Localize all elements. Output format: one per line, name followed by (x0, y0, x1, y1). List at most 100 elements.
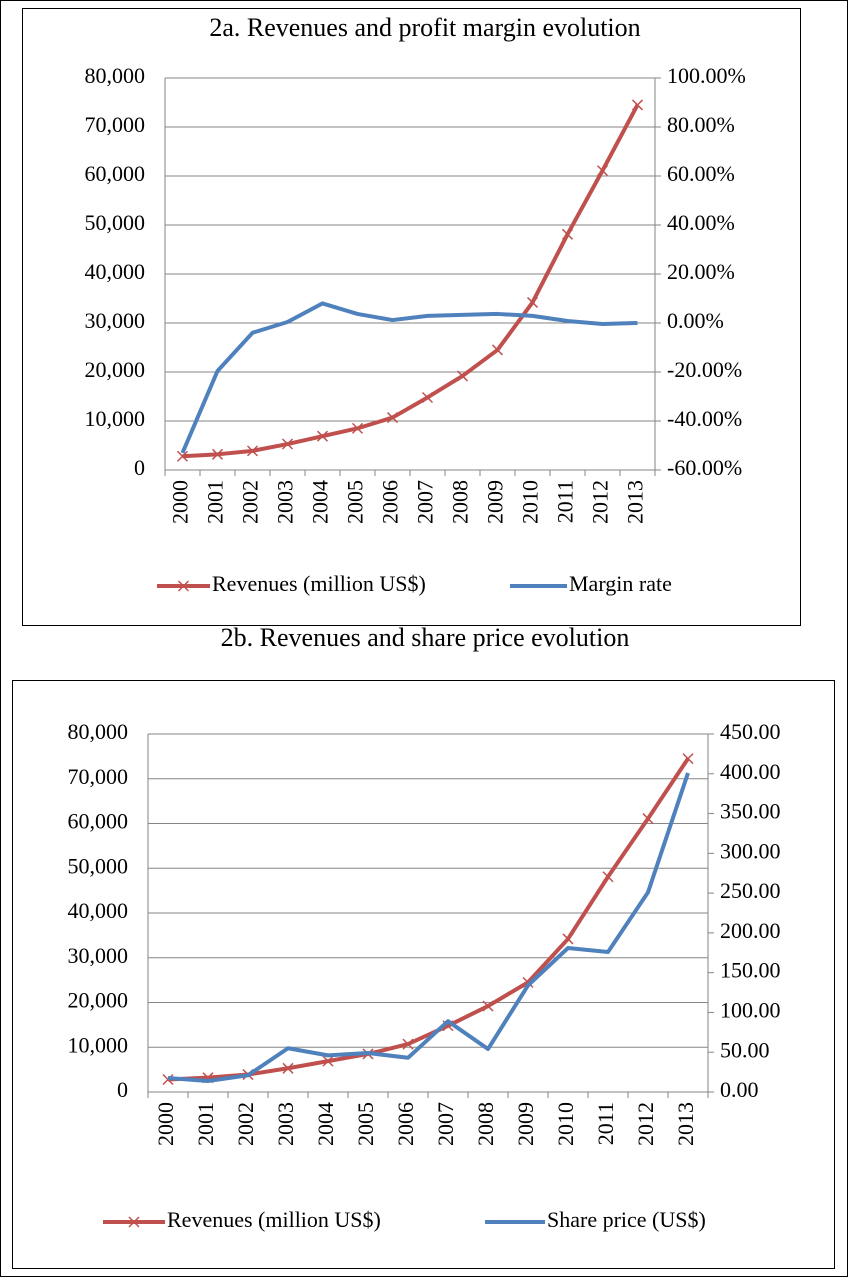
data-marker (316, 430, 329, 442)
chart-title: 2a. Revenues and profit margin evolution (209, 13, 640, 42)
x-tick-label: 2001 (203, 480, 228, 524)
data-marker (682, 753, 694, 765)
y2-tick-label: -40.00% (667, 406, 742, 431)
data-marker (211, 448, 224, 460)
legend-label: Share price (US$) (547, 1207, 706, 1232)
x-tick-label: 2004 (313, 1102, 338, 1146)
data-marker (322, 1055, 334, 1067)
y-tick-label: 80,000 (85, 63, 146, 88)
x-tick-label: 2006 (378, 480, 403, 524)
y2-tick-label: 300.00 (720, 838, 781, 863)
y-tick-label: 30,000 (85, 308, 146, 333)
x-tick-label: 2013 (623, 480, 648, 524)
data-marker (456, 370, 469, 382)
chart-frame (12, 680, 835, 1269)
x-tick-label: 2013 (673, 1102, 698, 1146)
y-tick-label: 30,000 (68, 943, 129, 968)
x-tick-label: 2002 (233, 1102, 258, 1146)
y2-tick-label: 350.00 (720, 799, 781, 824)
data-marker (281, 438, 294, 450)
legend-label: Revenues (million US$) (212, 571, 426, 596)
data-marker (246, 445, 259, 457)
y-tick-label: 70,000 (68, 764, 129, 789)
legend-label: Margin rate (569, 571, 672, 596)
y-tick-label: 20,000 (68, 988, 129, 1013)
y2-tick-label: 400.00 (720, 759, 781, 784)
data-marker (602, 871, 614, 883)
y-tick-label: 80,000 (68, 719, 129, 744)
x-tick-label: 2007 (433, 1102, 458, 1146)
data-marker (562, 933, 574, 945)
data-marker (631, 99, 644, 111)
x-tick-label: 2006 (393, 1102, 418, 1146)
x-tick-label: 2002 (238, 480, 263, 524)
y2-tick-label: 450.00 (720, 719, 781, 744)
series-line (182, 104, 640, 459)
y2-tick-label: 200.00 (720, 918, 781, 943)
legend-marker (128, 1216, 140, 1228)
y2-tick-label: 0.00% (667, 308, 724, 333)
x-tick-label: 2003 (273, 480, 298, 524)
chart-title: 2b. Revenues and share price evolution (221, 623, 630, 652)
y2-tick-label: 150.00 (720, 958, 781, 983)
y-tick-label: 50,000 (85, 210, 146, 235)
y2-tick-label: -60.00% (667, 455, 742, 480)
x-tick-label: 2005 (353, 1102, 378, 1146)
y2-tick-label: 40.00% (667, 210, 735, 235)
y2-tick-label: 100.00% (667, 63, 746, 88)
y2-tick-label: 100.00 (720, 997, 781, 1022)
legend-marker (177, 580, 190, 592)
x-tick-label: 2009 (513, 1102, 538, 1146)
data-marker (282, 1062, 294, 1074)
y-tick-label: 40,000 (85, 259, 146, 284)
data-marker (482, 1000, 494, 1012)
y-tick-label: 40,000 (68, 898, 129, 923)
x-tick-label: 2004 (308, 480, 333, 524)
data-marker (522, 976, 534, 988)
x-tick-label: 2012 (633, 1102, 658, 1146)
data-marker (176, 450, 189, 462)
y-tick-label: 50,000 (68, 853, 129, 878)
y2-tick-label: -20.00% (667, 357, 742, 382)
series-line (167, 757, 690, 1082)
x-tick-label: 2008 (448, 480, 473, 524)
x-tick-label: 2000 (153, 1102, 178, 1146)
y2-tick-label: 0.00 (720, 1077, 759, 1102)
data-marker (526, 296, 539, 308)
y-tick-label: 60,000 (85, 161, 146, 186)
y-tick-label: 0 (134, 455, 145, 480)
data-marker (351, 422, 364, 434)
y2-tick-label: 250.00 (720, 878, 781, 903)
y2-tick-label: 60.00% (667, 161, 735, 186)
y2-tick-label: 80.00% (667, 112, 735, 137)
data-marker (596, 165, 609, 177)
y-tick-label: 20,000 (85, 357, 146, 382)
x-tick-label: 2011 (553, 480, 578, 523)
x-tick-label: 2001 (193, 1102, 218, 1146)
x-tick-label: 2008 (473, 1102, 498, 1146)
x-tick-label: 2009 (483, 480, 508, 524)
series-line (167, 772, 690, 1084)
data-marker (402, 1038, 414, 1050)
y-tick-label: 10,000 (68, 1032, 129, 1057)
y-tick-label: 70,000 (85, 112, 146, 137)
data-marker (491, 344, 504, 356)
series-line (180, 301, 638, 454)
y2-tick-label: 20.00% (667, 259, 735, 284)
chart-frame (22, 8, 801, 626)
y-tick-label: 60,000 (68, 809, 129, 834)
y-tick-label: 0 (117, 1077, 128, 1102)
data-marker (642, 813, 654, 825)
x-tick-label: 2011 (593, 1102, 618, 1145)
x-tick-label: 2007 (413, 480, 438, 524)
x-tick-label: 2000 (168, 480, 193, 524)
x-tick-label: 2003 (273, 1102, 298, 1146)
x-tick-label: 2005 (343, 480, 368, 524)
x-tick-label: 2010 (518, 480, 543, 524)
data-marker (386, 412, 399, 424)
y-tick-label: 10,000 (85, 406, 146, 431)
x-tick-label: 2012 (588, 480, 613, 524)
data-marker (421, 391, 434, 404)
x-tick-label: 2010 (553, 1102, 578, 1146)
